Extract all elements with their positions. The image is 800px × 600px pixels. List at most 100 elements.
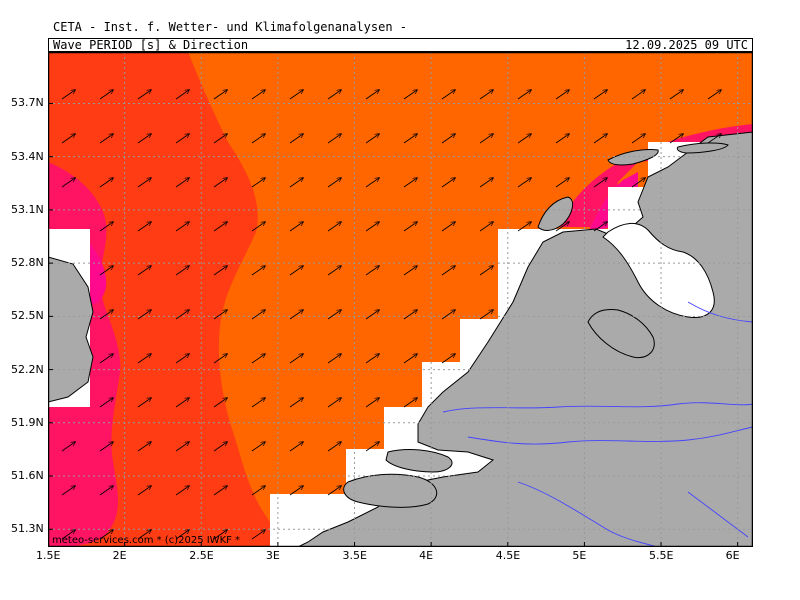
direction-arrow	[517, 178, 531, 188]
direction-arrow	[137, 134, 151, 144]
direction-arrow	[327, 442, 341, 452]
direction-arrow	[137, 178, 151, 188]
direction-arrow	[441, 222, 455, 232]
direction-arrow	[213, 442, 227, 452]
direction-arrow	[137, 442, 151, 452]
direction-arrow	[137, 486, 151, 496]
direction-arrow	[61, 486, 75, 496]
direction-arrow	[175, 354, 189, 364]
direction-arrow	[137, 398, 151, 408]
direction-arrow	[137, 530, 151, 540]
direction-arrow	[631, 134, 645, 144]
lat-tick-label: 53.7N	[11, 96, 44, 110]
direction-arrow	[365, 134, 379, 144]
direction-arrow	[251, 134, 265, 144]
direction-arrow	[403, 134, 417, 144]
direction-arrow	[251, 266, 265, 276]
direction-arrow	[479, 178, 493, 188]
direction-arrow	[441, 354, 455, 364]
direction-arrow	[137, 354, 151, 364]
direction-arrow	[61, 134, 75, 144]
direction-arrow	[289, 266, 303, 276]
direction-arrow	[213, 486, 227, 496]
direction-arrow	[251, 486, 265, 496]
direction-arrow	[175, 90, 189, 100]
direction-arrow	[213, 354, 227, 364]
direction-arrow	[99, 398, 113, 408]
vlieland-island	[607, 149, 659, 166]
river	[687, 301, 753, 323]
sea-period-band-pink-west	[86, 237, 107, 304]
direction-arrow	[479, 222, 493, 232]
direction-arrow	[251, 354, 265, 364]
lon-tick-label: 6E	[725, 549, 740, 562]
lat-tick-label: 52.5N	[11, 309, 44, 323]
direction-arrow	[327, 486, 341, 496]
map-frame	[48, 52, 753, 547]
direction-arrow	[289, 90, 303, 100]
lat-tick-label: 53.1N	[11, 202, 44, 216]
direction-arrow	[365, 222, 379, 232]
direction-arrow	[99, 530, 113, 540]
direction-arrow	[327, 134, 341, 144]
direction-arrow	[403, 398, 417, 408]
direction-arrow	[137, 266, 151, 276]
direction-arrow	[327, 310, 341, 320]
map-title: CETA - Inst. f. Wetter- und Klimafolgena…	[53, 20, 408, 34]
direction-arrow	[365, 354, 379, 364]
direction-arrow	[327, 354, 341, 364]
direction-arrow	[555, 90, 569, 100]
direction-arrow	[213, 178, 227, 188]
credit-line: meteo-services.com * (c)2025 IWKF *	[52, 535, 241, 546]
direction-arrow	[61, 90, 75, 100]
direction-arrow	[707, 90, 721, 100]
direction-arrow	[327, 398, 341, 408]
direction-arrow	[593, 222, 607, 232]
direction-arrow	[61, 530, 75, 540]
river	[687, 491, 749, 538]
lon-tick-label: 1.5E	[36, 549, 61, 562]
direction-arrow	[99, 266, 113, 276]
direction-arrow	[365, 398, 379, 408]
lon-tick-label: 4.5E	[495, 549, 521, 562]
direction-arrow	[669, 90, 683, 100]
direction-arrow	[175, 486, 189, 496]
ijsselmeer	[602, 223, 715, 319]
direction-arrow	[289, 442, 303, 452]
direction-arrow	[213, 310, 227, 320]
direction-arrow	[99, 354, 113, 364]
direction-arrow	[365, 178, 379, 188]
direction-arrow	[479, 310, 493, 320]
direction-arrow	[593, 178, 607, 188]
texel-island	[537, 196, 574, 231]
direction-arrow	[175, 310, 189, 320]
lon-tick-label: 3.5E	[342, 549, 367, 562]
direction-arrow	[251, 530, 265, 540]
direction-arrow	[365, 310, 379, 320]
direction-arrow	[99, 134, 113, 144]
direction-arrow	[213, 90, 227, 100]
direction-arrow	[175, 222, 189, 232]
direction-arrow	[517, 90, 531, 100]
direction-arrow	[99, 442, 113, 452]
wave-direction-arrows	[61, 90, 721, 540]
direction-arrow	[593, 90, 607, 100]
lon-tick-label: 4E	[419, 549, 434, 562]
wave-period-map	[48, 52, 753, 547]
river	[517, 481, 659, 547]
direction-arrow	[441, 90, 455, 100]
direction-arrow	[289, 178, 303, 188]
direction-arrow	[479, 266, 493, 276]
direction-arrow	[175, 530, 189, 540]
direction-arrow	[289, 354, 303, 364]
direction-arrow	[61, 178, 75, 188]
direction-arrow	[251, 398, 265, 408]
direction-arrow	[99, 310, 113, 320]
lat-tick-label: 51.6N	[11, 469, 44, 483]
direction-arrow	[631, 90, 645, 100]
river	[467, 426, 753, 445]
direction-arrow	[403, 178, 417, 188]
direction-arrow	[289, 134, 303, 144]
direction-arrow	[441, 266, 455, 276]
parameter-label: Wave_PERIOD [s] & Direction	[53, 38, 249, 52]
